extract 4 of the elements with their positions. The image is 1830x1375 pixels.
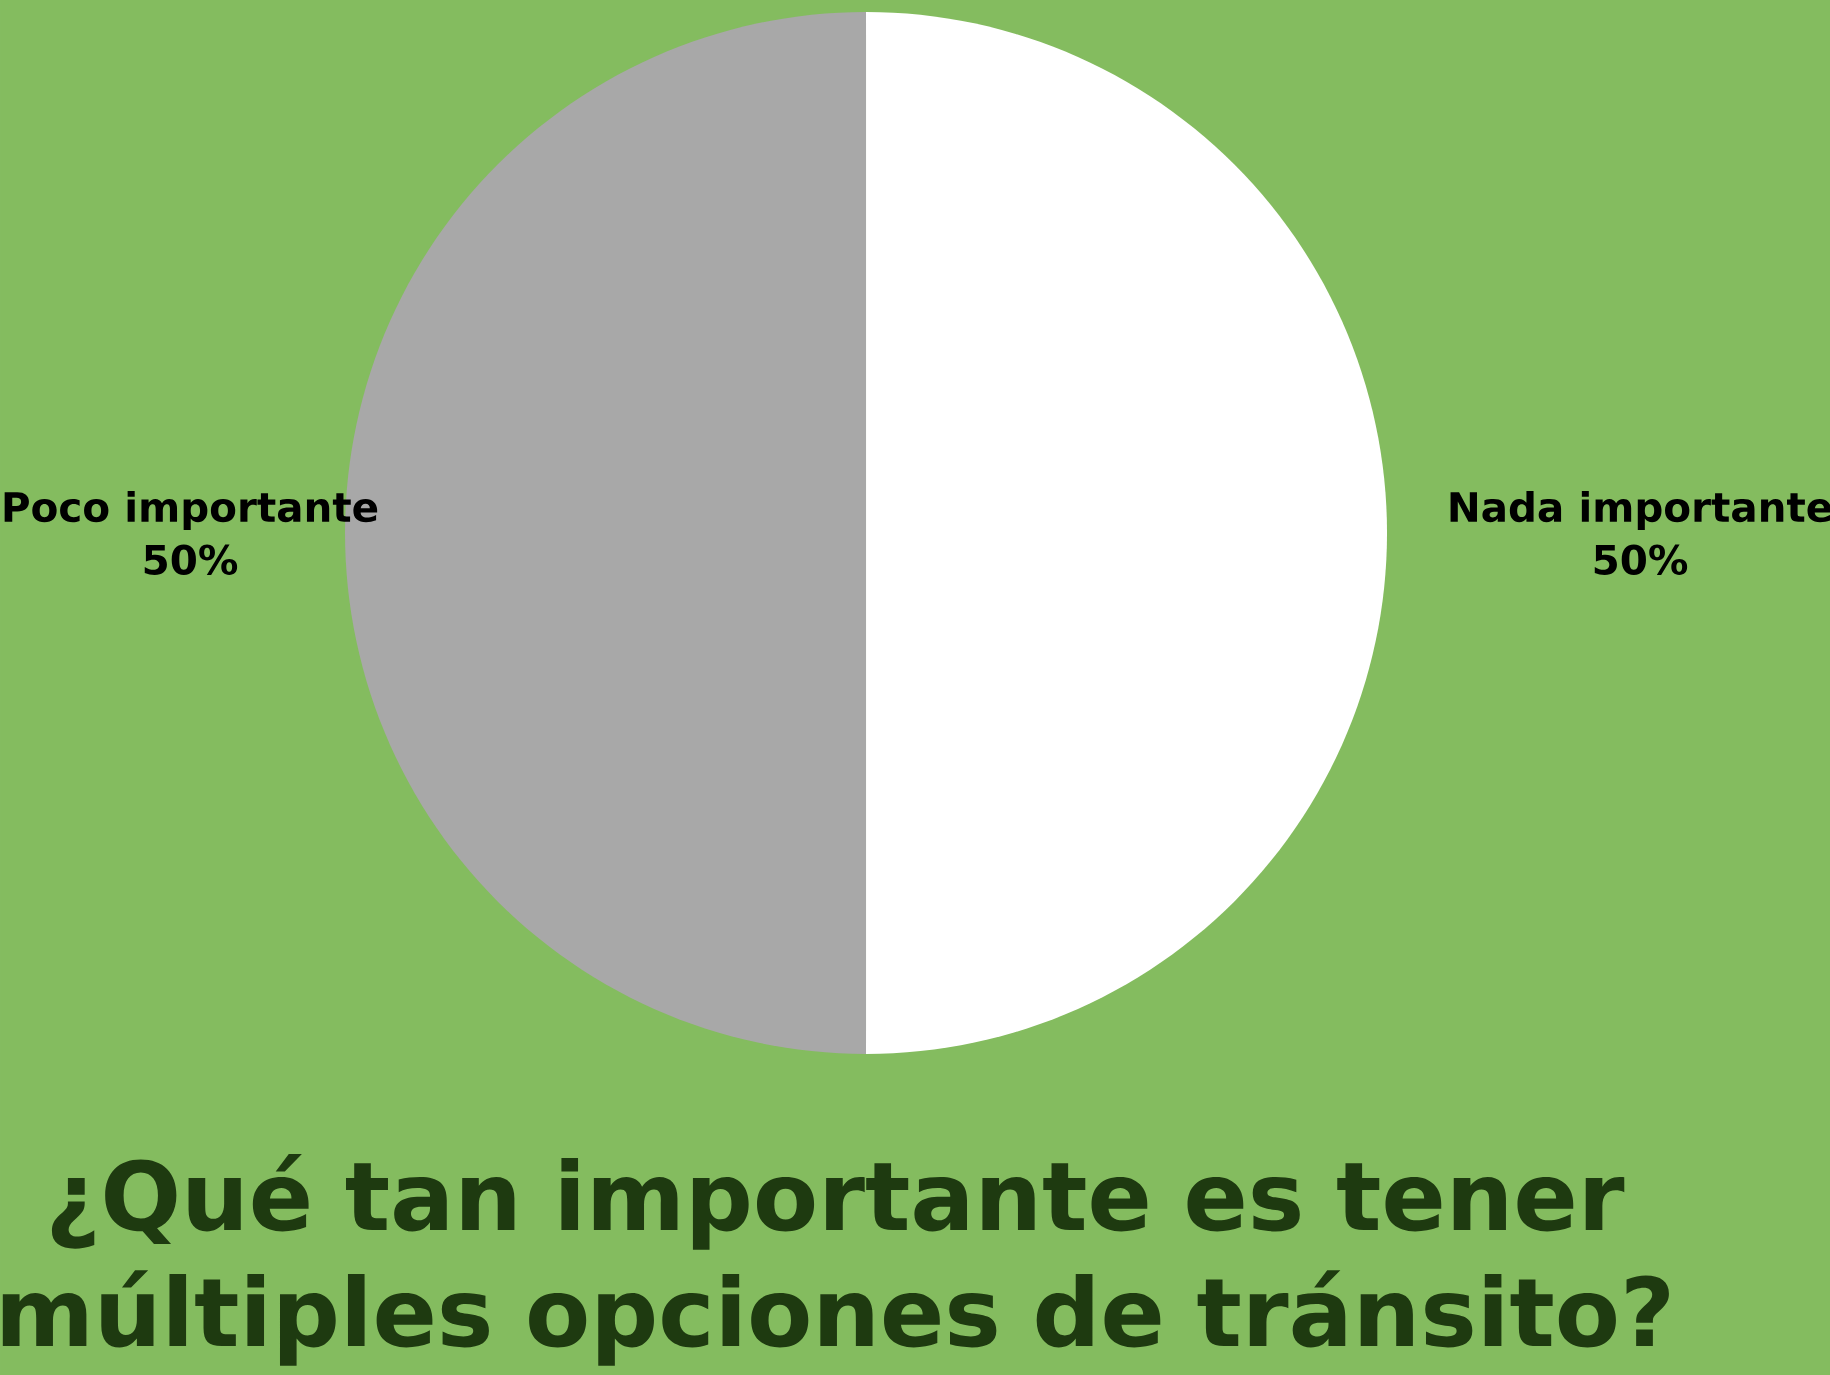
data-label: 50%	[144, 544, 238, 575]
slice-label: Poco importante	[4, 490, 378, 531]
text: ¿Qué tan importante es tener múltiples opciones de tránsito?	[2, 1154, 1669, 1366]
data-label: 50%	[1594, 544, 1688, 575]
